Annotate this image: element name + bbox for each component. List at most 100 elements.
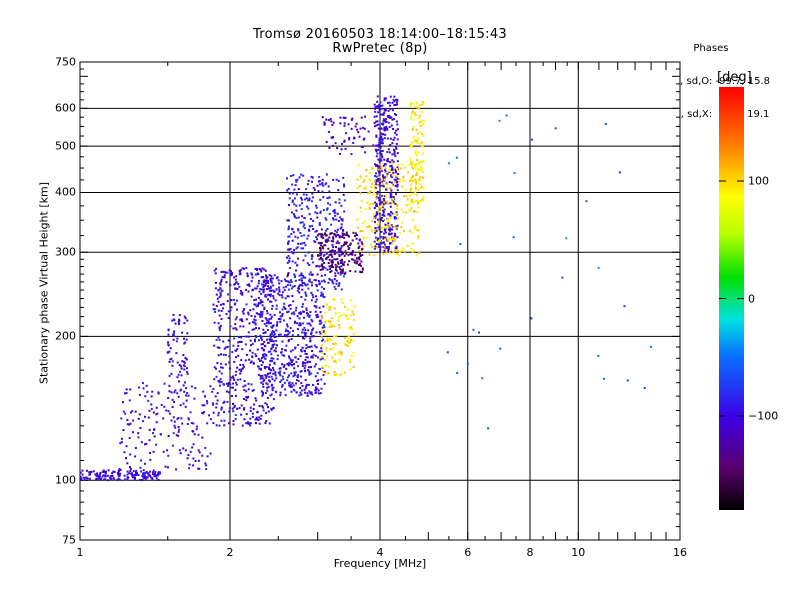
data-point [411,192,414,195]
x-tick-label: 6 [464,546,472,559]
data-point [299,231,302,234]
data-point [81,469,84,472]
data-point [294,356,297,359]
data-point [195,428,198,431]
data-point [193,433,196,436]
data-point [373,240,376,243]
data-point [340,351,343,354]
data-point [276,323,279,326]
data-point [232,298,235,301]
data-point [300,197,303,199]
data-point [341,270,344,273]
data-point [347,337,350,340]
data-point [388,116,391,119]
data-point [340,373,343,376]
data-point [421,123,424,126]
data-point [319,319,322,322]
data-point [282,378,285,381]
data-point [260,381,263,384]
data-point [343,313,345,316]
data-point [374,186,377,189]
data-point [310,366,312,369]
data-point [318,350,321,353]
data-point [386,127,389,130]
data-point [400,163,403,166]
data-point [86,477,89,480]
data-point [290,372,293,375]
data-point [311,255,314,258]
data-point [113,478,116,481]
data-point [262,343,264,346]
data-point [394,113,396,116]
data-point [300,247,303,250]
data-point [382,237,385,240]
data-point [270,281,273,284]
data-point [153,428,156,431]
data-point [309,324,312,327]
data-point [334,201,337,204]
data-point [255,298,258,301]
data-point [394,155,397,158]
data-point [261,347,264,350]
data-point [176,337,179,340]
data-point [301,328,304,331]
data-point [258,360,261,362]
data-point [167,341,170,344]
data-point [354,125,357,128]
data-point [406,198,409,201]
data-point [395,212,398,215]
data-point [89,473,91,476]
data-point [304,364,307,367]
data-point [381,179,384,182]
data-point [197,459,200,462]
data-point [416,132,419,135]
data-point [315,316,318,319]
data-point [317,241,320,244]
data-point [176,392,179,395]
data-point [126,462,129,465]
data-point [286,362,289,365]
data-point [383,127,386,130]
data-point [335,242,338,244]
data-point [386,219,389,222]
data-point [304,387,307,390]
data-point [125,392,128,395]
data-point [198,451,201,454]
data-point [282,286,285,289]
data-point [264,317,267,320]
data-point [332,282,335,285]
data-point [324,321,327,324]
data-point [360,248,363,251]
data-point [338,311,341,314]
data-point [249,349,252,352]
data-point [109,477,112,479]
data-point [331,356,334,359]
data-point [312,228,315,230]
data-point [254,287,257,290]
data-point [399,232,401,235]
data-point [167,454,170,457]
data-point [323,244,326,247]
data-point [123,392,126,395]
data-point [272,386,275,389]
data-point [311,176,314,179]
data-point [235,328,238,331]
data-point [111,474,114,477]
data-point [246,422,249,425]
data-point [368,253,371,256]
data-point [217,322,220,325]
data-point [354,234,357,237]
data-point [300,382,303,385]
data-point [341,271,344,274]
data-point [240,336,243,339]
data-point [185,399,188,402]
data-point [376,193,379,196]
data-point [349,253,352,255]
data-point [375,194,378,197]
data-point [361,230,364,232]
data-point [221,366,224,369]
data-point [235,356,237,359]
data-point [269,338,272,341]
data-point [352,231,355,234]
data-point [315,331,318,334]
